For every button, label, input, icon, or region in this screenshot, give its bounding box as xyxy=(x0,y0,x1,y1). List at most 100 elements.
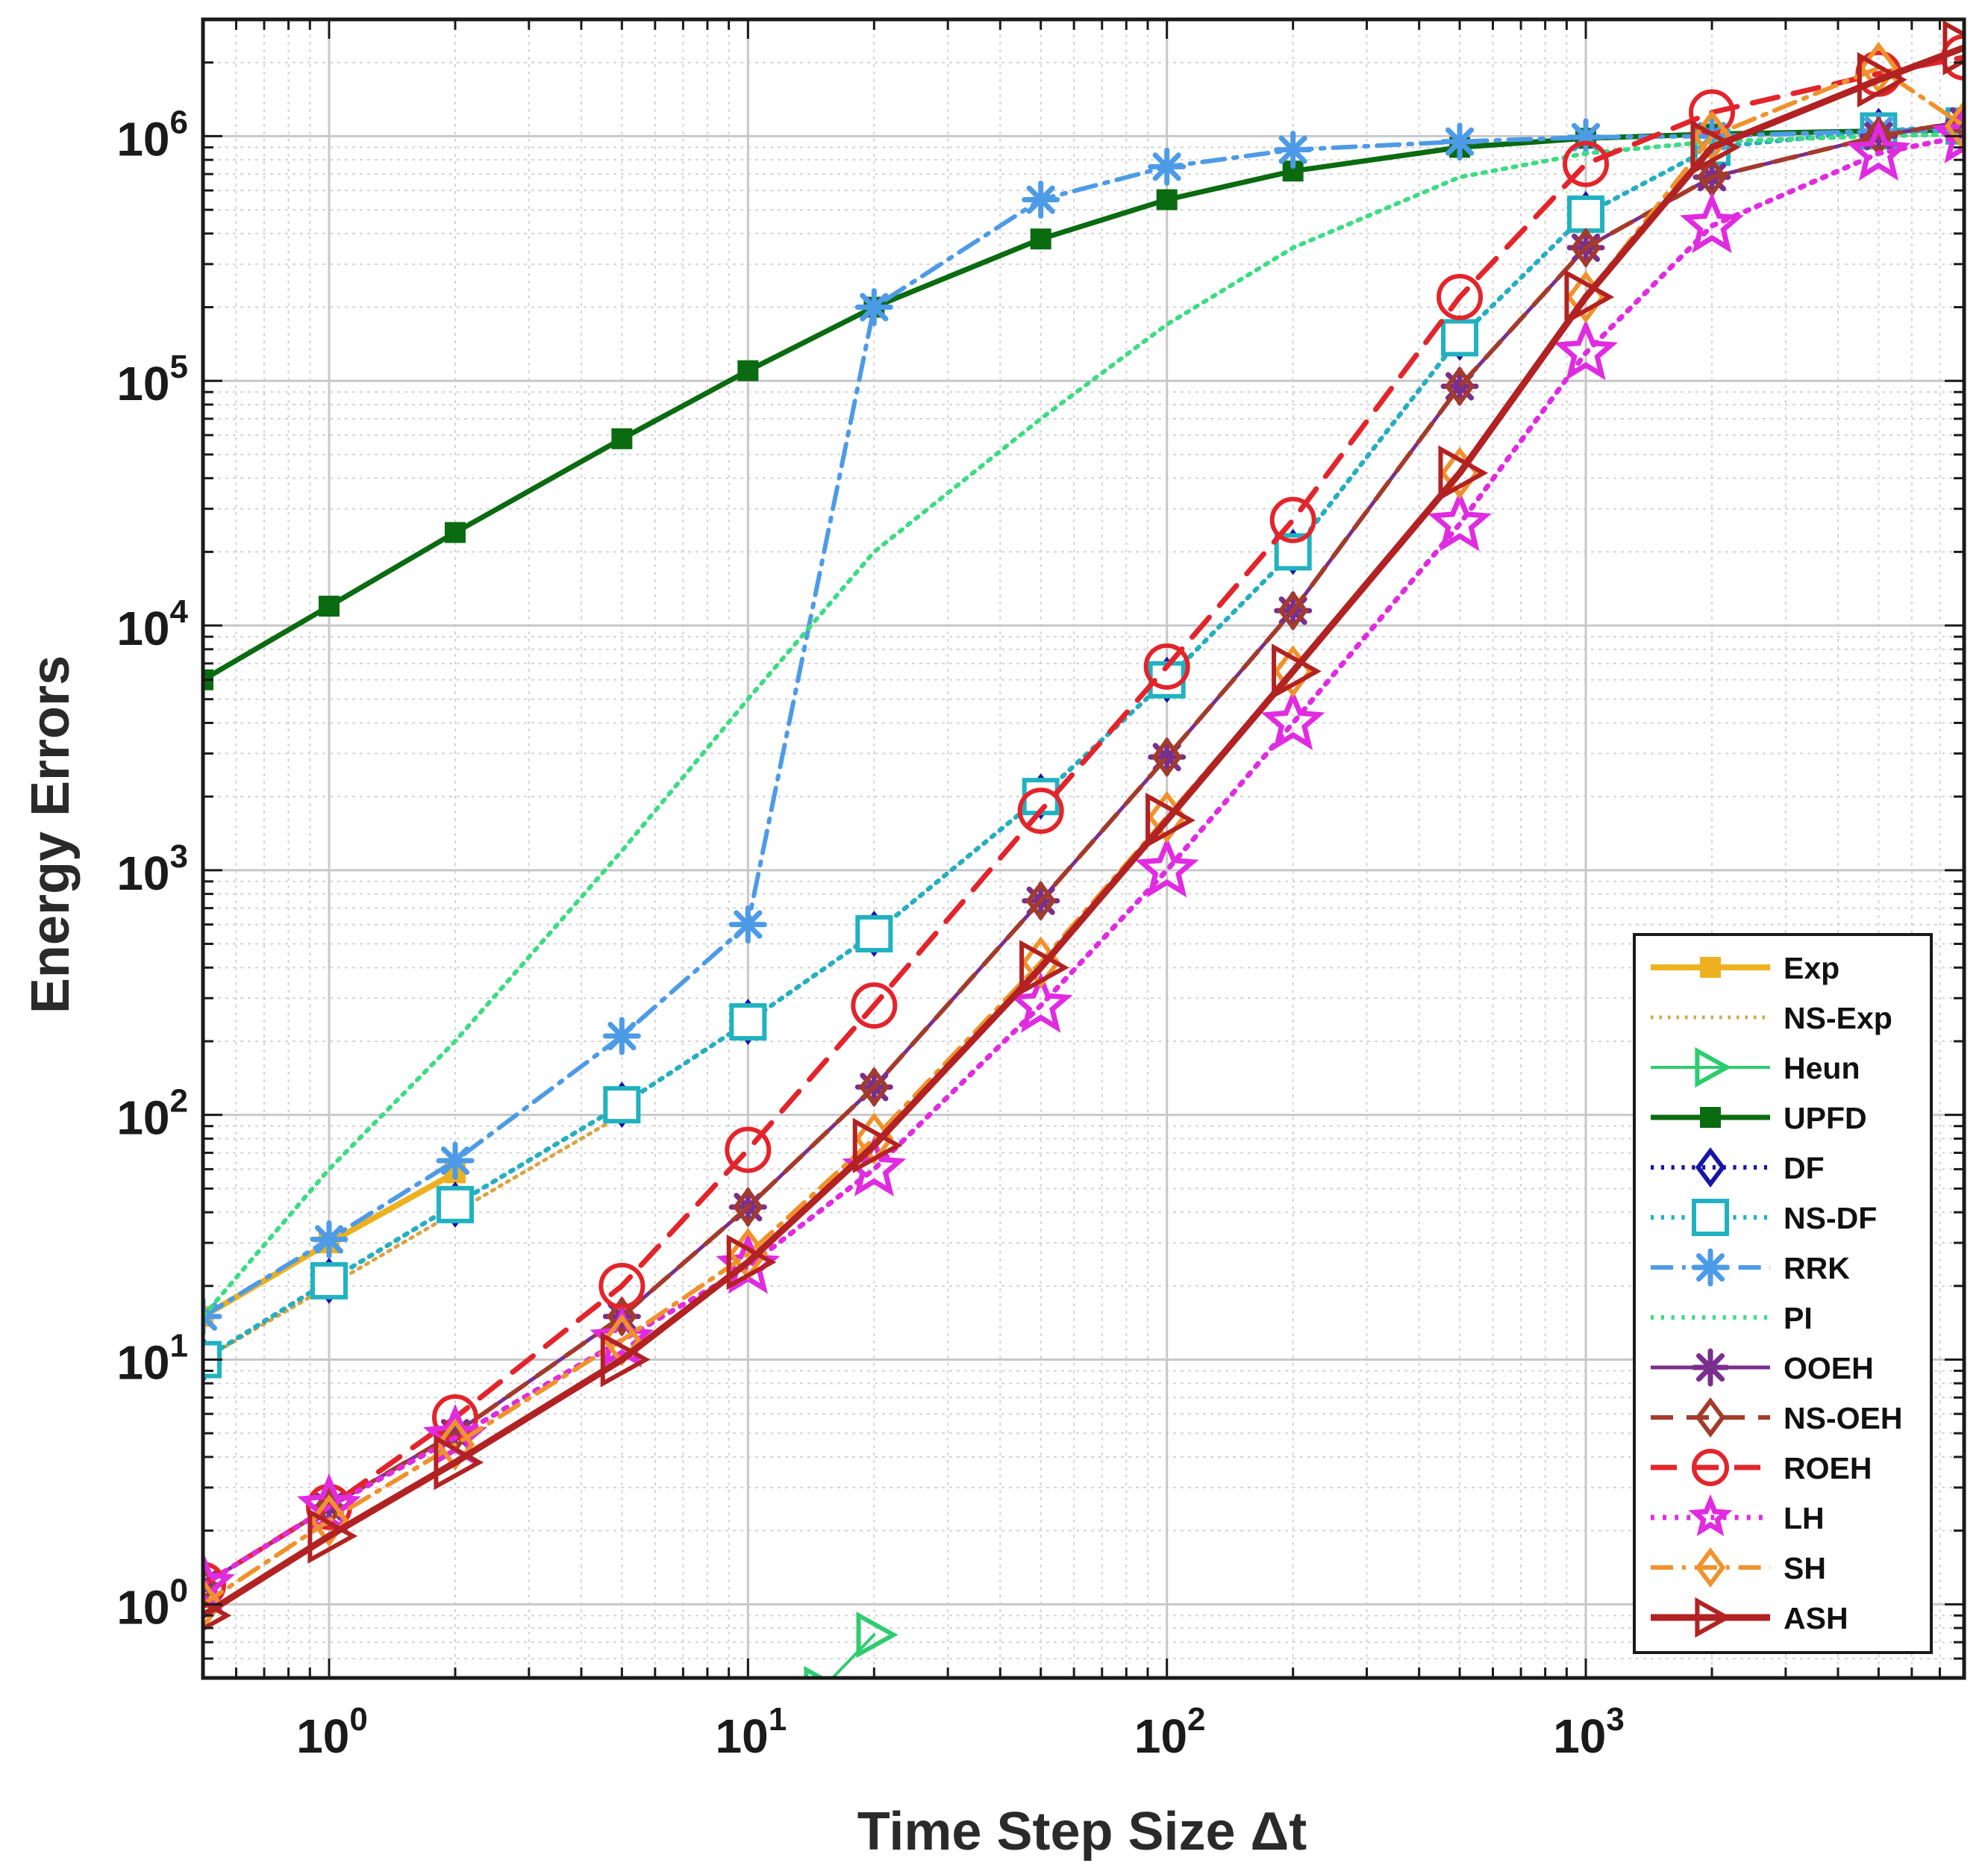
data-point-upfd xyxy=(1030,228,1051,250)
data-point-ash xyxy=(1145,792,1195,849)
data-point-roeh xyxy=(1269,496,1316,543)
data-point-rrk xyxy=(436,1141,475,1180)
data-point-rrk xyxy=(728,905,767,944)
data-point-lh xyxy=(1260,689,1325,750)
x-tick-label: 101 xyxy=(716,1701,787,1763)
legend-label-df: DF xyxy=(1784,1151,1825,1185)
data-point-lh xyxy=(1680,192,1744,254)
data-point-ash xyxy=(600,1332,651,1388)
data-point-ash xyxy=(1942,19,1964,75)
data-point-lh xyxy=(1846,119,1911,181)
data-point-ash xyxy=(726,1234,777,1291)
data-point-ns-oeh xyxy=(1278,590,1308,631)
x-tick-label: 102 xyxy=(1134,1701,1206,1763)
data-point-roeh xyxy=(851,982,898,1029)
legend-marker-sh xyxy=(1695,1547,1726,1588)
y-tick-label: 100 xyxy=(116,1572,188,1634)
legend-entry-upfd: UPFD xyxy=(1651,1101,1867,1135)
legend-label-ooeh: OOEH xyxy=(1784,1351,1874,1385)
data-point-upfd xyxy=(318,596,340,617)
data-point-ash xyxy=(852,1117,903,1173)
legend-marker-df xyxy=(1695,1147,1726,1188)
data-point-ash xyxy=(1564,269,1615,325)
legend-entry-ash: ASH xyxy=(1651,1597,1848,1638)
legend-marker-heun xyxy=(1695,1046,1732,1088)
y-tick-labels: 100 101 102 103 104 105 106 xyxy=(116,104,188,1634)
legend-entry-exp: Exp xyxy=(1651,951,1839,985)
data-point-ns-oeh xyxy=(859,1067,890,1108)
legend-marker-ns-df xyxy=(1692,1199,1729,1236)
data-point-upfd xyxy=(1156,189,1178,210)
data-point-roeh xyxy=(725,1126,772,1173)
legend-marker-roeh xyxy=(1692,1449,1729,1486)
legend-label-lh: LH xyxy=(1784,1501,1825,1535)
data-point-roeh xyxy=(1143,643,1190,690)
series-layer xyxy=(203,19,1964,1678)
data-point-sh xyxy=(1944,99,1964,152)
data-point-roeh xyxy=(1437,273,1484,320)
series-line-lh xyxy=(203,133,1964,1588)
legend-marker-lh xyxy=(1688,1494,1733,1537)
legend-entry-rrk: RRK xyxy=(1651,1248,1850,1287)
data-point-ns-df xyxy=(1441,319,1479,357)
data-point-rrk xyxy=(602,1017,641,1055)
data-point-rrk xyxy=(1022,181,1060,219)
data-point-ash xyxy=(1438,445,1489,501)
data-point-ash xyxy=(307,1508,358,1564)
data-point-lh xyxy=(1932,102,1964,163)
data-point-sh xyxy=(309,1494,349,1547)
data-point-ns-df xyxy=(436,1185,474,1223)
data-point-ns-oeh xyxy=(1025,880,1056,921)
legend-label-heun: Heun xyxy=(1784,1051,1860,1085)
legend-entry-lh: LH xyxy=(1651,1494,1825,1537)
data-point-ns-oeh xyxy=(1151,737,1182,778)
series-lh xyxy=(203,102,1964,1612)
tick-marks xyxy=(201,18,1966,1679)
data-point-lh xyxy=(590,1306,654,1368)
x-axis-label: Time Step Size Δt xyxy=(857,1802,1307,1862)
legend-label-ns-exp: NS-Exp xyxy=(1784,1001,1892,1035)
series-line-ns-oeh xyxy=(203,119,1964,1588)
data-point-rrk xyxy=(1148,147,1187,186)
series-heun xyxy=(804,1612,898,1678)
y-axis-label: Energy Errors xyxy=(21,655,81,1014)
data-point-lh xyxy=(1134,836,1199,898)
legend-entry-heun: Heun xyxy=(1651,1046,1860,1088)
legend-entry-sh: SH xyxy=(1651,1547,1826,1588)
data-point-ns-oeh xyxy=(1570,227,1601,268)
legend-label-upfd: UPFD xyxy=(1784,1101,1867,1135)
data-point-ash xyxy=(1690,119,1741,175)
legend-marker-rrk xyxy=(1691,1248,1730,1287)
legend-entry-ns-exp: NS-Exp xyxy=(1651,1001,1892,1035)
legend-box xyxy=(1633,933,1933,1654)
legend-label-exp: Exp xyxy=(1784,951,1839,985)
data-point-sh xyxy=(435,1418,475,1471)
data-point-heun xyxy=(856,1612,898,1659)
legend: Exp NS-Exp Heun UPFD DF NS-DF RRK PI OOEH NS-OEH R… xyxy=(1633,933,1933,1654)
x-tick-labels: 100 101 102 103 xyxy=(296,1701,1625,1763)
data-point-upfd xyxy=(737,360,759,381)
legend-label-pi: PI xyxy=(1784,1301,1813,1335)
legend-entry-pi: PI xyxy=(1651,1301,1813,1335)
data-point-ns-df xyxy=(1567,195,1605,233)
plot-frame xyxy=(201,17,1966,1680)
data-point-rrk xyxy=(310,1220,348,1258)
y-tick-label: 104 xyxy=(116,593,188,655)
data-point-ns-df xyxy=(603,1086,641,1124)
data-point-ns-df xyxy=(310,1261,348,1300)
data-point-ash xyxy=(1272,643,1322,699)
data-point-lh xyxy=(1428,490,1492,552)
series-ash xyxy=(203,19,1964,1632)
data-point-lh xyxy=(1008,971,1073,1033)
data-point-rrk xyxy=(854,288,893,327)
data-point-lh xyxy=(203,1551,235,1612)
legend-label-roeh: ROEH xyxy=(1784,1451,1872,1485)
y-tick-label: 102 xyxy=(116,1083,188,1145)
legend-label-rrk: RRK xyxy=(1784,1251,1850,1285)
legend-label-sh: SH xyxy=(1784,1551,1826,1585)
data-point-ash xyxy=(1857,52,1907,107)
data-point-ash xyxy=(1019,940,1069,996)
legend-entry-ns-oeh: NS-OEH xyxy=(1651,1397,1902,1438)
data-point-upfd xyxy=(444,522,466,543)
